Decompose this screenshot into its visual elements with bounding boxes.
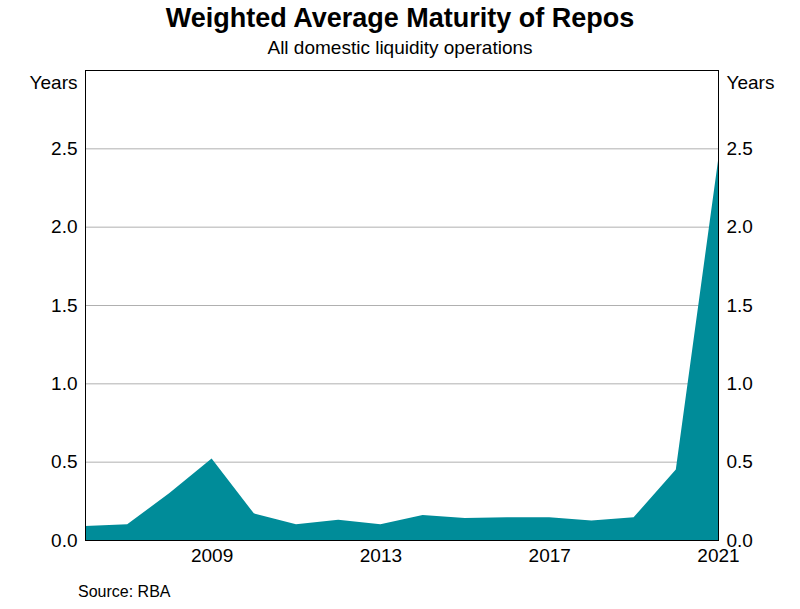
svg-text:0.0: 0.0: [726, 529, 753, 551]
svg-text:0.5: 0.5: [727, 451, 753, 472]
svg-text:Years: Years: [727, 72, 775, 93]
svg-text:2.0: 2.0: [51, 216, 77, 237]
svg-text:1.0: 1.0: [727, 373, 753, 394]
svg-text:2017: 2017: [529, 545, 571, 566]
svg-text:2.5: 2.5: [727, 138, 753, 159]
svg-text:1.5: 1.5: [727, 295, 753, 316]
html-text:Source: RBA: Source: RBA: [78, 583, 171, 600]
svg-text:1.5: 1.5: [51, 295, 77, 316]
svg-text:Years: Years: [30, 72, 78, 93]
svg-text:2021: 2021: [697, 545, 739, 566]
svg-text:0.0: 0.0: [51, 530, 77, 551]
svg-text:1.0: 1.0: [51, 373, 77, 394]
html-text:Weighted Average Maturity of R: Weighted Average Maturity of Repos: [165, 3, 635, 33]
svg-text:2013: 2013: [360, 545, 402, 566]
svg-text:2.0: 2.0: [727, 216, 753, 237]
svg-text:2009: 2009: [191, 545, 233, 566]
svg-text:2.5: 2.5: [51, 138, 77, 159]
html-text:All domestic liquidity operati: All domestic liquidity operations: [267, 37, 533, 58]
svg-text:0.5: 0.5: [51, 451, 77, 472]
